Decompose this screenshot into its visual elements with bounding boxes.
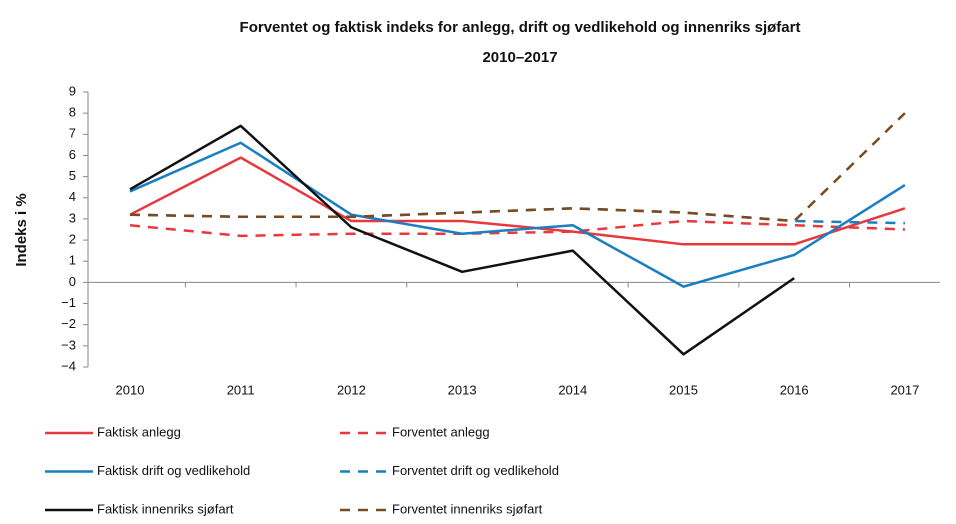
y-tick-label: −4 xyxy=(61,358,76,373)
chart-title: Forventet og faktisk indeks for anlegg, … xyxy=(240,19,801,36)
x-tick-label: 2016 xyxy=(780,382,809,397)
series-line xyxy=(129,124,795,356)
y-tick-label: 4 xyxy=(69,189,76,204)
x-tick-label: 2014 xyxy=(558,382,587,397)
x-tick-label: 2013 xyxy=(448,382,477,397)
y-tick-label: −1 xyxy=(61,295,76,310)
y-axis-label: Indeks i % xyxy=(13,193,30,266)
y-tick-label: 5 xyxy=(69,168,76,183)
chart-subtitle: 2010–2017 xyxy=(482,49,557,66)
legend-label: Forventet anlegg xyxy=(392,424,490,439)
y-tick-label: 2 xyxy=(69,232,76,247)
y-tick-label: 6 xyxy=(69,147,76,162)
y-tick-label: 3 xyxy=(69,210,76,225)
y-tick-label: 9 xyxy=(69,83,76,98)
y-tick-label: 7 xyxy=(69,126,76,141)
y-tick-label: 0 xyxy=(69,274,76,289)
x-tick-label: 2017 xyxy=(890,382,919,397)
series-line xyxy=(129,156,906,246)
legend-label: Forventet innenriks sjøfart xyxy=(392,501,543,516)
y-tick-label: −3 xyxy=(61,337,76,352)
y-tick-label: 8 xyxy=(69,105,76,120)
legend-label: Faktisk drift og vedlikehold xyxy=(97,463,250,478)
x-tick-label: 2012 xyxy=(337,382,366,397)
legend-label: Forventet drift og vedlikehold xyxy=(392,463,559,478)
y-tick-label: −2 xyxy=(61,316,76,331)
legend-label: Faktisk innenriks sjøfart xyxy=(97,501,234,516)
x-tick-label: 2015 xyxy=(669,382,698,397)
series-line xyxy=(129,219,905,238)
x-tick-label: 2011 xyxy=(227,382,255,397)
series-line xyxy=(129,112,906,223)
y-tick-label: 1 xyxy=(69,253,76,268)
x-tick-label: 2010 xyxy=(116,382,145,397)
legend-label: Faktisk anlegg xyxy=(97,424,181,439)
series-line xyxy=(129,141,906,288)
